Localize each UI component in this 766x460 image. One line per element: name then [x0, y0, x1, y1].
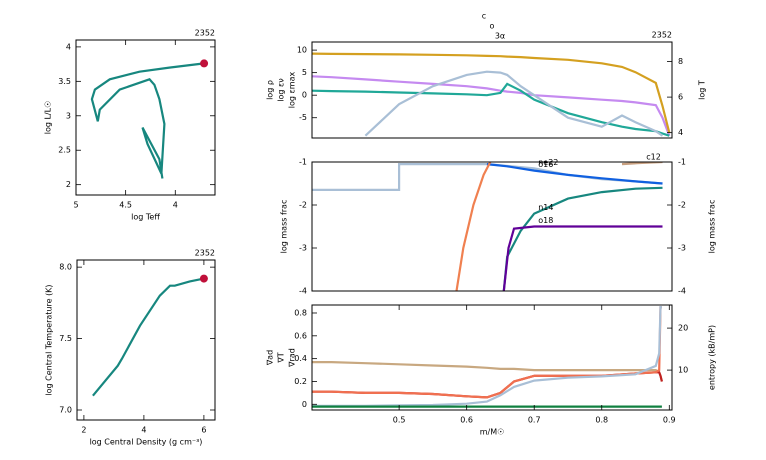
- plot-frame: [75, 39, 216, 196]
- series-line: [312, 82, 670, 137]
- x-tick-label: 0.5: [393, 416, 406, 425]
- x-tick-label: 6: [201, 426, 206, 435]
- plot-frame: [311, 161, 673, 292]
- y-tick-label: -5: [299, 113, 307, 122]
- series-label: ne22: [538, 158, 558, 167]
- series-label: ∇ad: [266, 350, 275, 366]
- y2-tick-label: 6: [678, 93, 683, 102]
- y-tick-label: 7.0: [59, 406, 72, 415]
- y2-axis-label: log mass frac: [708, 200, 717, 254]
- y-tick-label: 0.6: [294, 331, 307, 340]
- y-tick-label: 0: [302, 91, 307, 100]
- y-tick-label: -2: [299, 201, 307, 210]
- y-tick-label: 0.4: [294, 354, 307, 363]
- series-line: [312, 52, 671, 133]
- x-axis-label: m/M☉: [480, 428, 505, 437]
- series-line: [312, 306, 662, 399]
- y2-tick-label: -2: [678, 201, 686, 210]
- y-tick-label: 2.5: [58, 146, 71, 155]
- x-tick-label: 4.5: [119, 201, 132, 210]
- series-label: ∇rad: [288, 348, 297, 368]
- series-line: [312, 75, 671, 137]
- y-tick-label: 4: [66, 42, 71, 51]
- series-label: log ρ: [266, 80, 275, 100]
- y-tick-label: 2: [66, 180, 71, 189]
- series-line: [312, 361, 663, 382]
- y-tick-label: 0: [302, 400, 307, 409]
- chart-title: 2352: [652, 31, 672, 40]
- series-label: log T: [698, 80, 707, 100]
- plot-frame: [76, 259, 216, 421]
- series-line: [364, 70, 664, 137]
- series-label: o16: [538, 160, 553, 169]
- y2-tick-label: 4: [678, 128, 683, 137]
- y-tick-label: 10: [297, 46, 307, 55]
- series-label: log εmax: [288, 71, 297, 108]
- y-tick-label: 3: [66, 111, 71, 120]
- annotation: o: [490, 22, 495, 31]
- series-line: [90, 62, 205, 179]
- y-tick-label: 3.5: [58, 77, 71, 86]
- x-tick-label: 2: [81, 426, 86, 435]
- y-tick-label: -1: [299, 158, 307, 167]
- series-label: log εν: [277, 78, 286, 102]
- y2-tick-label: 8: [678, 57, 683, 66]
- y2-tick-label: -1: [678, 158, 686, 167]
- x-tick-label: 0.8: [595, 416, 608, 425]
- x-tick-label: 0.7: [528, 416, 541, 425]
- y-tick-label: 5: [302, 68, 307, 77]
- chart-title: 2352: [195, 249, 215, 258]
- series-label: n14: [538, 203, 553, 212]
- annotation: 3α: [495, 32, 505, 41]
- plot-frame: [311, 41, 673, 139]
- series-line: [312, 306, 662, 407]
- y-axis-label: log L/L☉: [44, 101, 53, 135]
- chart-title: 2352: [195, 29, 215, 38]
- y2-tick-label: -3: [678, 244, 686, 253]
- x-tick-label: 5: [73, 201, 78, 210]
- y2-axis-label: entropy (kB/mP): [708, 325, 717, 390]
- y-tick-label: -4: [299, 287, 307, 296]
- current-point: [200, 59, 209, 68]
- x-tick-label: 4: [173, 201, 178, 210]
- annotation: c: [482, 12, 486, 21]
- series-line: [486, 163, 663, 185]
- x-tick-label: 0.6: [460, 416, 473, 425]
- x-tick-label: 0.9: [663, 416, 676, 425]
- y-axis-label: log mass frac: [280, 200, 289, 254]
- series-label: c12: [646, 152, 661, 161]
- x-axis-label: log Teff: [131, 213, 160, 222]
- y-tick-label: 0.2: [294, 377, 307, 386]
- y-tick-label: 0.8: [294, 308, 307, 317]
- current-point: [199, 274, 208, 283]
- y-tick-label: -3: [299, 244, 307, 253]
- series-line: [502, 186, 663, 291]
- y2-tick-label: -4: [678, 287, 686, 296]
- x-axis-label: log Central Density (g cm⁻³): [90, 438, 203, 447]
- y2-tick-label: 20: [678, 324, 688, 333]
- series-line: [502, 225, 663, 291]
- y-tick-label: 7.5: [59, 334, 72, 343]
- series-label: ∇T: [277, 352, 286, 363]
- series-label: o18: [538, 216, 553, 225]
- series-line: [455, 162, 492, 291]
- y2-tick-label: 10: [678, 366, 688, 375]
- y-axis-label: log Central Temperature (K): [45, 284, 54, 395]
- y-tick-label: 8.0: [59, 263, 72, 272]
- plot-frame: [311, 304, 673, 411]
- x-tick-label: 4: [141, 426, 146, 435]
- series-line: [92, 277, 205, 397]
